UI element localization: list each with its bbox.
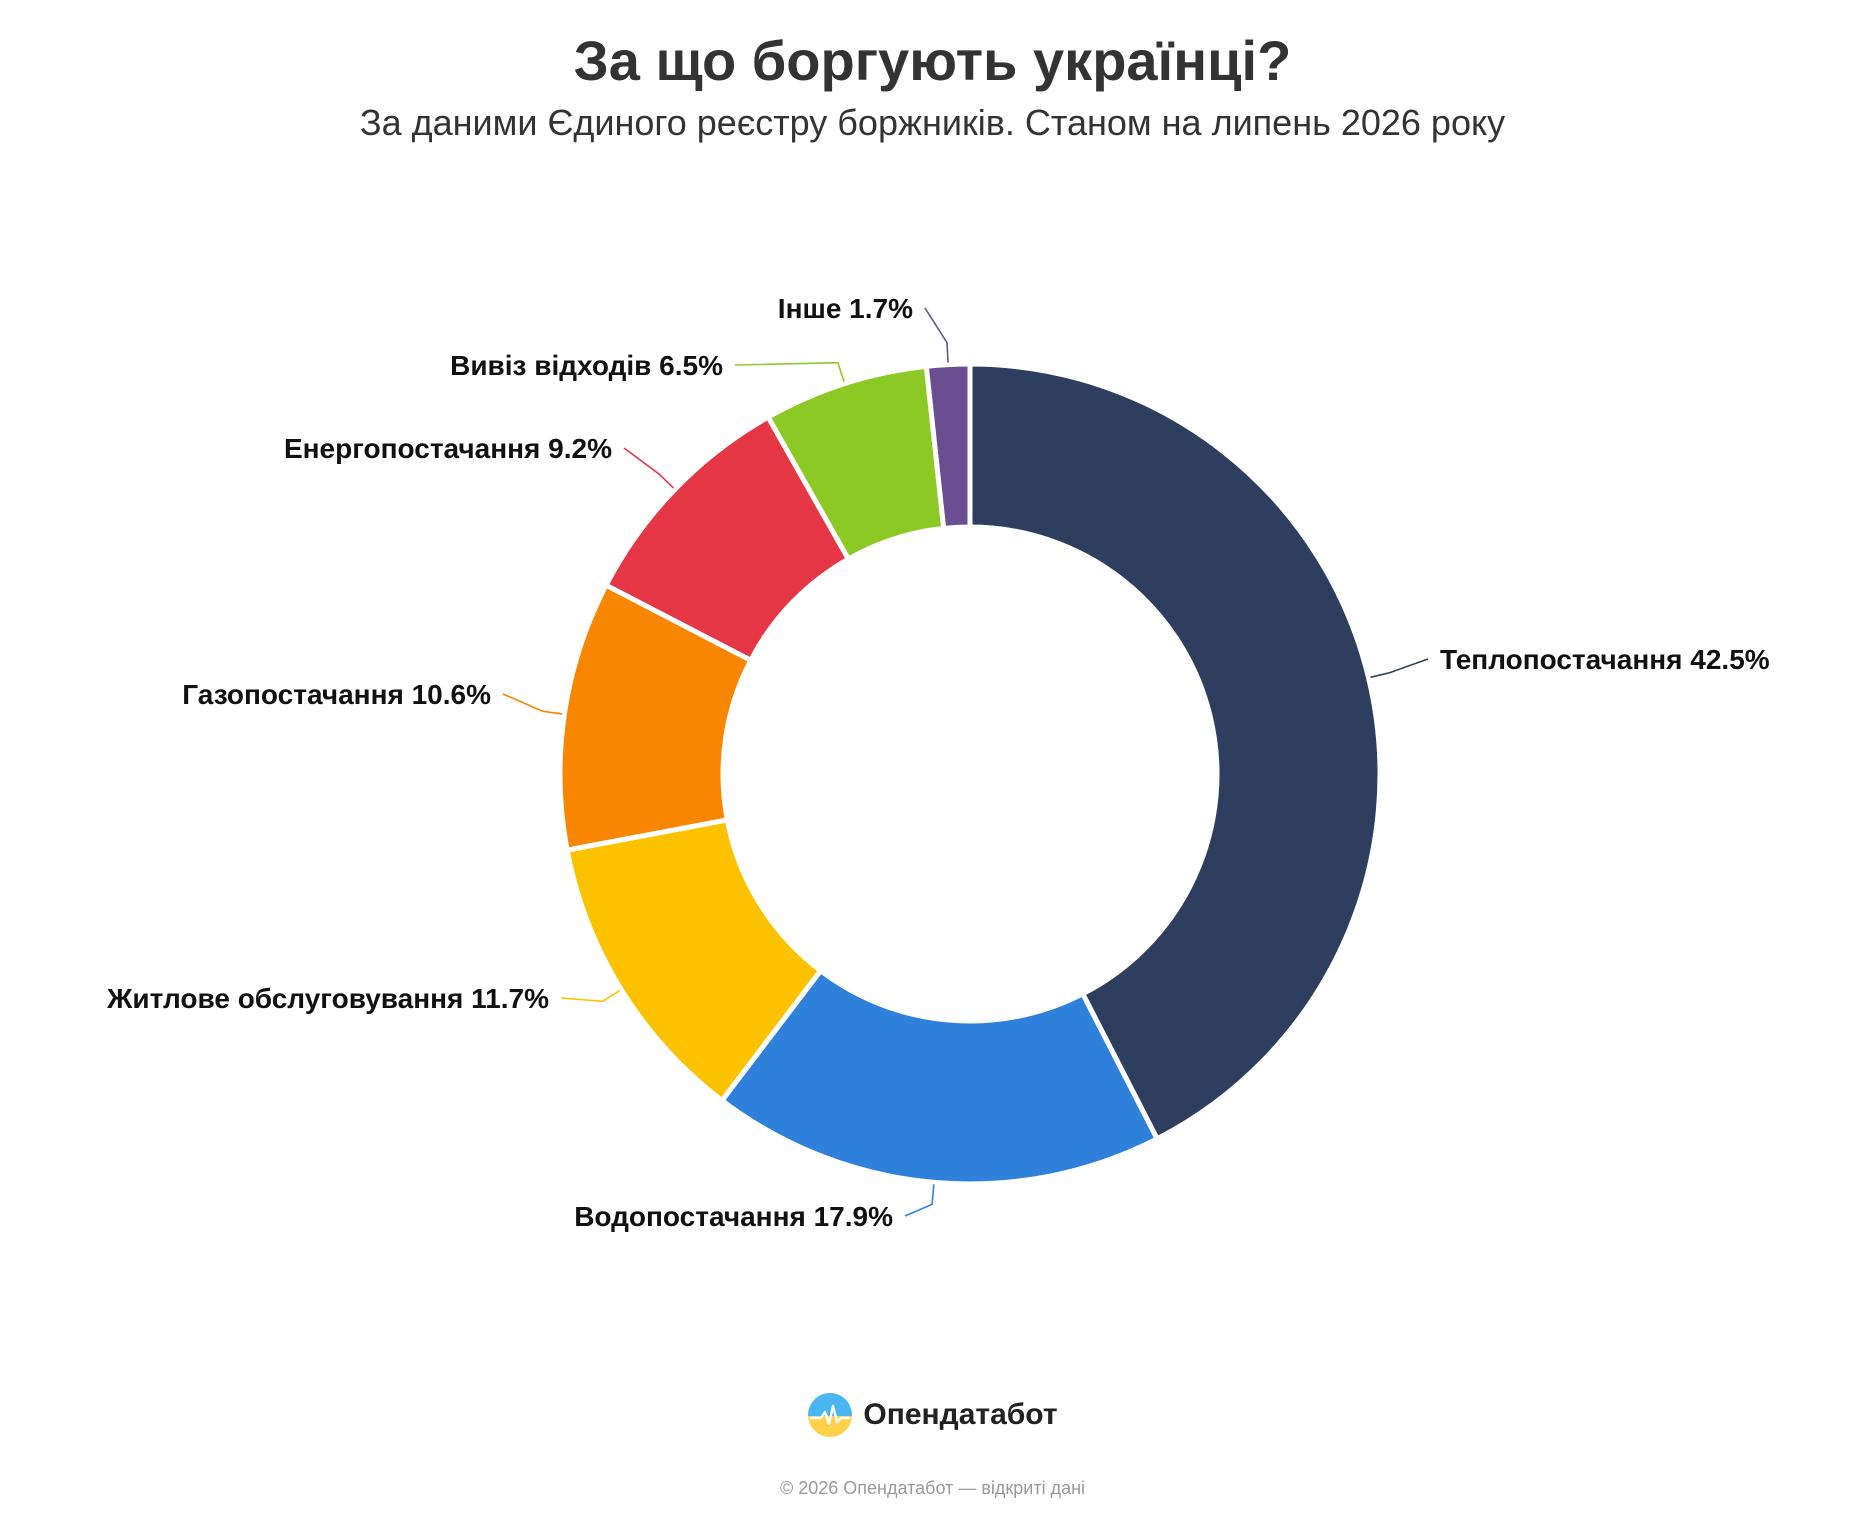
leader-line-1 (904, 1184, 935, 1217)
slice-label-0: Теплопостачання 42.5% (1440, 644, 1770, 675)
slice-labels-layer: Теплопостачання 42.5% Водопостачання 17.9… (106, 293, 1770, 1232)
leader-line-3 (502, 693, 563, 715)
slice-label-3: Газопостачання 10.6% (182, 679, 491, 710)
slice-label-4: Енергопостачання 9.2% (284, 433, 612, 464)
slice-label-6: Інше 1.7% (778, 293, 913, 324)
slice-label-5: Вивіз відходів 6.5% (450, 350, 723, 381)
leader-line-5 (734, 361, 845, 382)
leader-line-4 (623, 447, 675, 489)
slice-label-2: Житлове обслуговування 11.7% (106, 983, 549, 1014)
slice-1 (719, 968, 1160, 1187)
leader-line-2 (560, 990, 621, 1003)
brand-name: Опендатабот (863, 1398, 1058, 1431)
chart-title: За що боргують українці? (573, 29, 1292, 92)
chart-subtitle: За даними Єдиного реєстру боржників. Ста… (359, 102, 1506, 143)
slice-label-1: Водопостачання 17.9% (574, 1201, 893, 1232)
slice-0 (967, 361, 1383, 1142)
leader-lines-layer (502, 307, 1429, 1217)
slices-layer (557, 361, 1383, 1187)
footer-note: © 2026 Опендатабот — відкриті дані (779, 1478, 1086, 1498)
slice-6 (923, 361, 973, 531)
brand: Опендатабот (0, 1392, 1865, 1438)
opendatabot-logo-icon (808, 1393, 853, 1437)
leader-line-0 (1370, 658, 1429, 679)
leader-line-6 (924, 307, 949, 363)
